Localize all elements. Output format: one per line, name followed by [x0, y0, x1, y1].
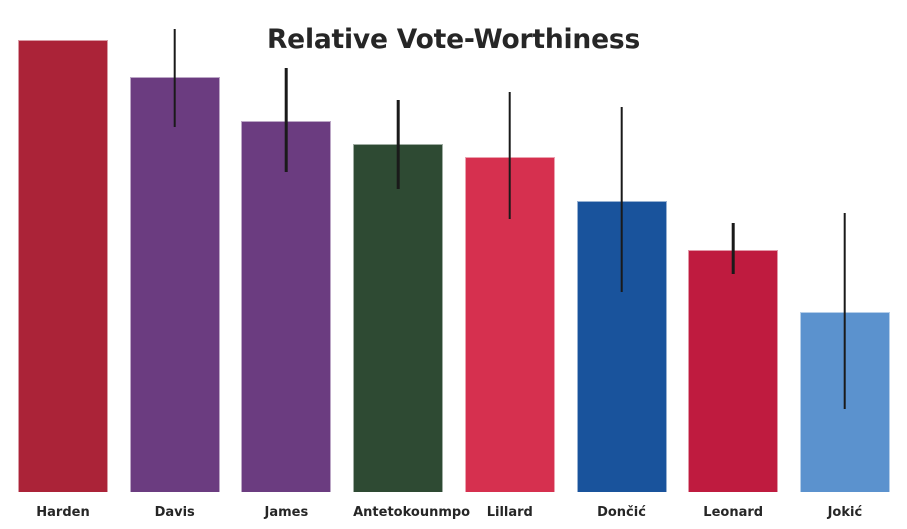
- x-axis-tick-labels: Harden Davis James Antetokounmpo Lillard Donč…: [0, 492, 907, 529]
- plot-area: [18, 0, 890, 492]
- error-bar: [173, 29, 176, 128]
- error-bar: [620, 106, 623, 293]
- bar-group: [241, 0, 332, 492]
- error-bar: [843, 213, 847, 409]
- bar[interactable]: [241, 120, 332, 492]
- bar-group: [18, 0, 108, 492]
- error-bar: [508, 92, 512, 219]
- bar-group: [129, 0, 220, 492]
- x-axis-tick-label: Leonard: [703, 505, 764, 520]
- bar-group: [688, 0, 779, 492]
- x-axis-tick-label: Jokić: [827, 505, 863, 520]
- chart-title: Relative Vote-Worthiness: [266, 24, 641, 55]
- bar-group: [464, 0, 555, 492]
- x-axis-tick-label: Harden: [36, 505, 90, 520]
- bar-group: [799, 0, 890, 492]
- bar-group: [353, 0, 444, 492]
- bar[interactable]: [688, 250, 779, 492]
- bar[interactable]: [18, 40, 108, 492]
- error-bar: [731, 223, 735, 275]
- x-axis-tick-label: Lillard: [486, 505, 533, 520]
- x-axis-tick-label: Dončić: [597, 505, 646, 520]
- error-bar: [396, 100, 400, 190]
- bar-group: [576, 0, 667, 492]
- bar[interactable]: [353, 143, 444, 492]
- bar[interactable]: [129, 77, 220, 492]
- x-axis-tick-label: James: [264, 505, 309, 520]
- x-axis-tick-label: Davis: [154, 505, 195, 520]
- x-axis-tick-label: Antetokounmpo: [353, 505, 471, 520]
- error-bar: [285, 68, 288, 172]
